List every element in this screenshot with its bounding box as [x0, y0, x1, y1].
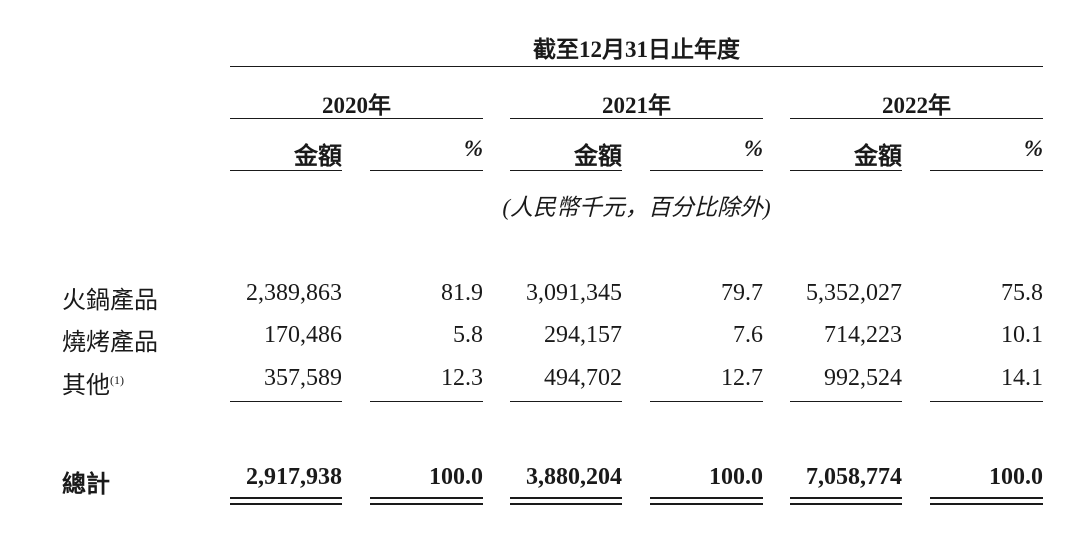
col-underline — [230, 170, 342, 171]
subtotal-rule — [230, 401, 342, 402]
total-amount-cell: 2,917,938 — [246, 464, 342, 490]
pct-cell: 81.9 — [441, 280, 483, 306]
col-underline — [790, 170, 902, 171]
pct-cell: 12.7 — [721, 365, 763, 391]
total-pct-cell: 100.0 — [429, 464, 483, 490]
pct-col-header: % — [463, 136, 483, 161]
total-double-rule — [650, 497, 763, 505]
pct-cell: 5.8 — [453, 322, 483, 348]
year-underline-2020 — [230, 118, 483, 119]
total-pct-cell: 100.0 — [709, 464, 763, 490]
pct-cell: 10.1 — [1001, 322, 1043, 348]
amount-col-header: 金額 — [854, 144, 902, 170]
subtotal-rule — [930, 401, 1043, 402]
subtotal-rule — [510, 401, 622, 402]
subtotal-rule — [790, 401, 902, 402]
subtotal-rule — [370, 401, 483, 402]
year-underline-2021 — [510, 118, 763, 119]
year-underline-2022 — [790, 118, 1043, 119]
subtotal-rule — [650, 401, 763, 402]
amount-col-header: 金額 — [294, 144, 342, 170]
total-amount-cell: 3,880,204 — [526, 464, 622, 490]
col-underline — [650, 170, 763, 171]
total-double-rule — [370, 497, 483, 505]
year-header-2020: 2020年 — [322, 93, 391, 118]
amount-cell: 5,352,027 — [806, 280, 902, 306]
total-double-rule — [510, 497, 622, 505]
year-header-2021: 2021年 — [602, 93, 671, 118]
row-label: 火鍋產品 — [62, 288, 158, 314]
amount-cell: 357,589 — [264, 365, 342, 391]
total-double-rule — [790, 497, 902, 505]
amount-col-header: 金額 — [574, 144, 622, 170]
pct-col-header: % — [743, 136, 763, 161]
total-double-rule — [230, 497, 342, 505]
pct-cell: 75.8 — [1001, 280, 1043, 306]
year-header-2022: 2022年 — [882, 93, 951, 118]
amount-cell: 992,524 — [824, 365, 902, 391]
amount-cell: 170,486 — [264, 322, 342, 348]
amount-cell: 494,702 — [544, 365, 622, 391]
row-label: 燒烤產品 — [62, 330, 158, 356]
col-underline — [370, 170, 483, 171]
total-label: 總計 — [62, 472, 110, 498]
pct-cell: 79.7 — [721, 280, 763, 306]
pct-cell: 7.6 — [733, 322, 763, 348]
total-pct-cell: 100.0 — [989, 464, 1043, 490]
row-label: 其他(1) — [62, 365, 124, 400]
amount-cell: 3,091,345 — [526, 280, 622, 306]
col-underline — [930, 170, 1043, 171]
amount-cell: 2,389,863 — [246, 280, 342, 306]
unit-note: (人民幣千元，百分比除外) — [502, 195, 771, 220]
period-header: 截至12月31日止年度 — [533, 37, 740, 62]
amount-cell: 294,157 — [544, 322, 622, 348]
pct-cell: 14.1 — [1001, 365, 1043, 391]
col-underline — [510, 170, 622, 171]
row-label-text: 其他 — [62, 373, 110, 399]
period-underline — [230, 66, 1043, 67]
pct-cell: 12.3 — [441, 365, 483, 391]
total-amount-cell: 7,058,774 — [806, 464, 902, 490]
amount-cell: 714,223 — [824, 322, 902, 348]
pct-col-header: % — [1023, 136, 1043, 161]
total-double-rule — [930, 497, 1043, 505]
footnote-marker: (1) — [110, 373, 124, 387]
